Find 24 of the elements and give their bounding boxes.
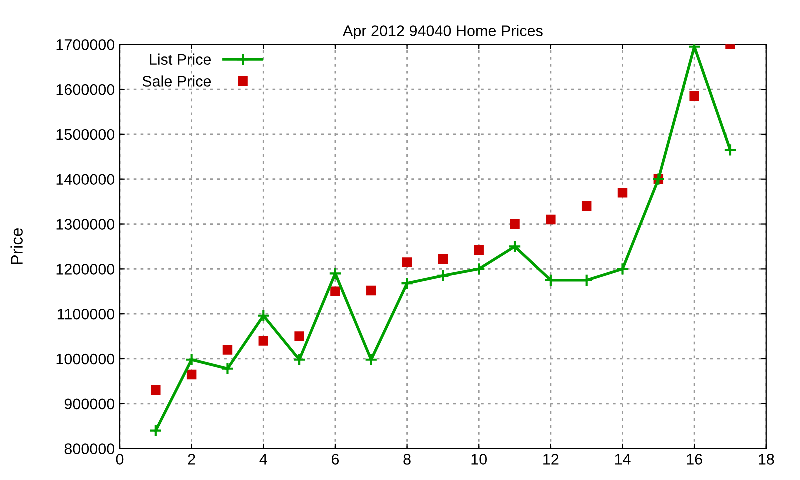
- y-tick-label: 1100000: [58, 308, 115, 320]
- legend-label: Sale Price: [142, 76, 212, 87]
- x-tick-label: 2: [188, 454, 196, 465]
- y-tick-label: 1200000: [56, 264, 115, 275]
- y-tick-label: 900000: [64, 398, 115, 410]
- x-tick-label: 6: [332, 454, 340, 465]
- x-tick-label: 18: [759, 454, 774, 465]
- x-tick-label: 14: [615, 454, 631, 465]
- y-tick-label: 1400000: [56, 174, 115, 186]
- y-tick-label: 1000000: [56, 354, 115, 365]
- x-tick-label: 8: [404, 454, 411, 465]
- x-tick-label: 12: [544, 454, 559, 465]
- legend-label: List Price: [150, 54, 212, 66]
- x-tick-label: 16: [687, 454, 702, 465]
- x-tick-label: 4: [260, 454, 268, 465]
- y-tick-label: 1300000: [56, 219, 115, 230]
- y-tick-label: 1600000: [56, 84, 115, 96]
- x-tick-label: 0: [116, 454, 124, 465]
- x-tick-label: 10: [472, 454, 488, 465]
- y-tick-label: 1700000: [56, 40, 115, 50]
- y-tick-label: 800000: [64, 444, 115, 454]
- y-axis-title: Price: [10, 228, 23, 264]
- y-tick-label: 1500000: [56, 129, 115, 140]
- chart-title: Apr 2012 94040 Home Prices: [343, 25, 543, 40]
